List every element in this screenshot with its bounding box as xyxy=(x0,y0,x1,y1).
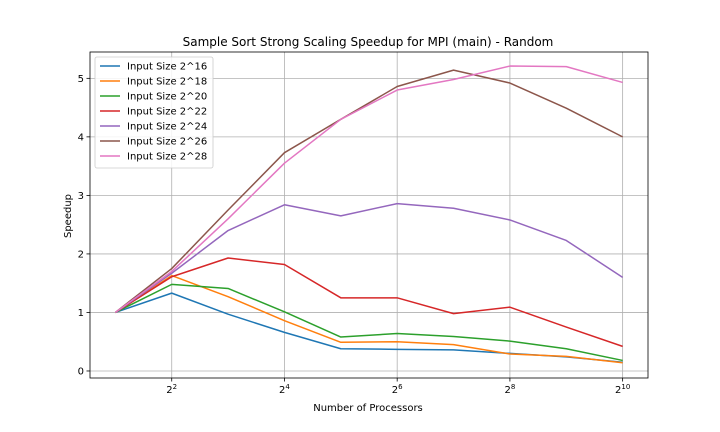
x-tick-exponent: 2 xyxy=(173,383,177,391)
series-line-6 xyxy=(114,69,623,314)
grid xyxy=(90,52,648,378)
legend-label: Input Size 2^22 xyxy=(127,107,207,118)
series-line-3 xyxy=(115,283,623,362)
y-tick-label: 2 xyxy=(78,249,84,260)
y-tick-label: 0 xyxy=(78,366,84,377)
x-tick-base: 2 xyxy=(504,385,510,396)
x-tick-exponent: 4 xyxy=(285,383,290,391)
series-line-7 xyxy=(114,65,623,314)
x-axis-ticks: 22 24 26 28 210 xyxy=(166,378,630,396)
y-tick-label: 3 xyxy=(78,191,84,202)
legend-box xyxy=(94,56,214,169)
y-tick-label: 4 xyxy=(78,132,84,143)
y-tick-label: 5 xyxy=(78,74,84,85)
x-tick-label: 24 xyxy=(279,383,290,396)
x-axis-label: Number of Processors xyxy=(313,403,423,414)
x-tick-label: 22 xyxy=(166,383,177,396)
x-tick-label: 28 xyxy=(504,383,515,396)
y-axis-ticks: 0 1 2 3 4 5 xyxy=(78,74,90,377)
x-tick-base: 2 xyxy=(615,385,621,396)
x-tick-label: 26 xyxy=(392,383,403,396)
series-line-5 xyxy=(114,202,624,314)
plot-frame xyxy=(89,51,649,379)
legend-label: Input Size 2^28 xyxy=(127,152,207,163)
legend-label: Input Size 2^18 xyxy=(127,77,207,88)
legend-label: Input Size 2^20 xyxy=(127,92,207,103)
y-axis-label: Speedup xyxy=(63,194,74,238)
legend-label: Input Size 2^16 xyxy=(127,62,207,73)
legend-label: Input Size 2^24 xyxy=(127,122,207,133)
x-tick-base: 2 xyxy=(279,385,285,396)
x-tick-exponent: 10 xyxy=(621,383,630,391)
x-tick-label: 210 xyxy=(615,383,630,396)
y-tick-label: 1 xyxy=(78,308,84,319)
x-tick-base: 2 xyxy=(166,385,172,396)
series-line-4 xyxy=(114,257,623,348)
series-lines xyxy=(114,65,624,364)
legend: Input Size 2^16 Input Size 2^18 Input Size… xyxy=(94,56,214,169)
chart-title: Sample Sort Strong Scaling Speedup for M… xyxy=(183,35,554,49)
x-tick-exponent: 8 xyxy=(511,383,515,391)
x-tick-base: 2 xyxy=(392,385,398,396)
x-tick-exponent: 6 xyxy=(398,383,403,391)
legend-label: Input Size 2^26 xyxy=(127,137,207,148)
